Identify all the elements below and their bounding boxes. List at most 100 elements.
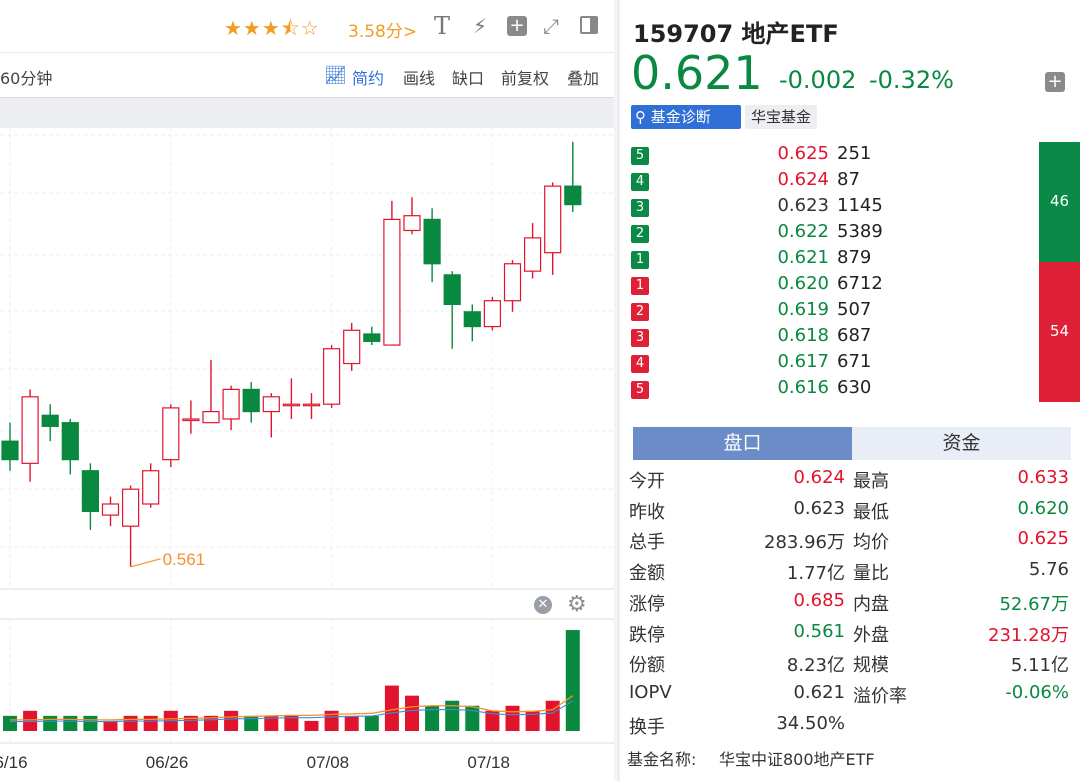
tab-zijin[interactable]: 资金 xyxy=(852,427,1071,460)
settings-gear-icon[interactable]: ⚙ xyxy=(567,592,587,617)
volume-bar xyxy=(23,710,38,731)
level-badge: 5 xyxy=(631,381,649,399)
order-price: 0.621 xyxy=(777,247,829,268)
volume-bar xyxy=(43,715,58,731)
volume-bar xyxy=(545,700,560,731)
level-badge: 1 xyxy=(631,251,649,269)
volume-bar xyxy=(344,715,359,731)
stat-value: 0.685 xyxy=(793,589,845,611)
candlestick-chart[interactable]: 0.561 06/16 06/26 07/08 07/18 xyxy=(0,127,616,781)
volume-ma-line xyxy=(10,695,574,721)
ask-row[interactable]: 4 0.624 87 xyxy=(619,168,1039,194)
chart-sub-toolbar: 60分钟 📈︎ 简约 画线 缺口 前复权 叠加 xyxy=(0,52,616,98)
candle-body xyxy=(302,403,321,407)
tab-pankou[interactable]: 盘口 xyxy=(633,427,852,460)
stat-value: 5.11亿 xyxy=(1010,655,1069,677)
add-watchlist-icon[interactable]: + xyxy=(1045,72,1065,92)
order-volume: 671 xyxy=(837,351,872,372)
fullscreen-icon[interactable]: ⤢ xyxy=(543,14,559,38)
ask-row[interactable]: 2 0.622 5389 xyxy=(619,220,1039,246)
order-volume: 1145 xyxy=(837,195,883,216)
stat-row: 涨停 0.685 内盘 52.67万 xyxy=(619,587,1080,618)
order-price: 0.624 xyxy=(777,169,829,190)
candle-body xyxy=(81,470,100,512)
buy-ratio-value: 54 xyxy=(1049,322,1070,340)
close-indicator-icon[interactable]: ✕ xyxy=(534,596,552,614)
volume-bar xyxy=(384,685,399,731)
draw-line-button[interactable]: 画线 xyxy=(403,69,436,88)
candle-body xyxy=(202,410,220,424)
bid-row[interactable]: 4 0.617 671 xyxy=(619,350,1039,376)
volume-bar xyxy=(123,715,138,731)
bid-row[interactable]: 2 0.619 507 xyxy=(619,298,1039,324)
candle-body xyxy=(162,407,180,461)
stat-label: 溢价率 xyxy=(853,685,907,707)
price-change-pct: -0.32% xyxy=(869,66,954,94)
candle-body xyxy=(503,263,522,302)
rating-score[interactable]: 3.58分> xyxy=(348,22,418,42)
volume-bar xyxy=(525,710,540,731)
bid-row[interactable]: 5 0.616 630 xyxy=(619,376,1039,402)
fund-company-tag[interactable]: 华宝基金 xyxy=(745,105,818,129)
tab-zijin-label: 资金 xyxy=(942,432,981,454)
fund-name-row: 基金名称: 华宝中证800地产ETF xyxy=(619,742,1080,772)
sidebar-toggle-icon[interactable] xyxy=(580,16,598,34)
add-indicator-icon[interactable]: + xyxy=(507,16,527,36)
candle-body xyxy=(564,185,582,206)
volume-bar xyxy=(364,715,379,731)
ask-row[interactable]: 5 0.625 251 xyxy=(619,142,1039,168)
candle-body xyxy=(41,414,59,427)
chart-line-icon[interactable]: 📈︎ xyxy=(324,65,347,86)
fund-diagnosis-tag[interactable]: ⚲ 基金诊断 xyxy=(631,105,741,129)
stat-value: 1.77亿 xyxy=(786,563,845,585)
bid-row[interactable]: 1 0.620 6712 xyxy=(619,272,1039,298)
quote-panel: 159707 地产ETF 0.621 -0.002 -0.32% + ⚲ 基金诊… xyxy=(618,0,1080,781)
interval-selector[interactable]: 60分钟 xyxy=(0,69,53,88)
order-price: 0.616 xyxy=(777,377,829,398)
order-volume: 687 xyxy=(837,325,872,346)
volume-bar xyxy=(83,715,98,731)
stat-label: 金额 xyxy=(629,563,665,585)
stat-value: 8.23亿 xyxy=(786,655,845,677)
level-badge: 1 xyxy=(631,277,649,295)
stat-value: 0.633 xyxy=(1017,467,1069,488)
candle-body xyxy=(101,503,120,516)
low-annotation-line xyxy=(130,558,161,568)
level-badge: 5 xyxy=(631,147,649,165)
x-axis-labels: 06/16 06/26 07/08 07/18 xyxy=(0,753,510,772)
volume-bar xyxy=(3,715,17,731)
stat-row: 总手 283.96万 均价 0.625 xyxy=(619,525,1080,556)
ask-row[interactable]: 1 0.621 879 xyxy=(619,246,1039,272)
diagnosis-icon: ⚲ xyxy=(635,108,646,126)
rating-stars[interactable]: ★★★⯪☆ xyxy=(224,16,320,40)
panel-divider[interactable] xyxy=(614,0,620,781)
volume-bar xyxy=(103,720,118,731)
x-axis-label: 07/08 xyxy=(307,753,350,772)
candle-body xyxy=(182,418,200,422)
diagnosis-label: 基金诊断 xyxy=(650,108,711,126)
volume-bar xyxy=(465,705,480,731)
candle-series xyxy=(1,141,582,567)
candle-body xyxy=(121,488,140,527)
gap-button[interactable]: 缺口 xyxy=(452,69,485,88)
volume-series xyxy=(3,630,580,731)
bid-row[interactable]: 3 0.618 687 xyxy=(619,324,1039,350)
adjust-button[interactable]: 前复权 xyxy=(501,69,550,88)
ask-row[interactable]: 3 0.623 1145 xyxy=(619,194,1039,220)
volume-ma2-line xyxy=(10,700,574,723)
stat-label: 今开 xyxy=(629,471,665,492)
order-price: 0.625 xyxy=(777,143,829,164)
price-change: -0.002 xyxy=(779,66,857,94)
simple-mode-button[interactable]: 简约 xyxy=(352,69,385,88)
stat-row: 换手 34.50% xyxy=(619,710,1080,741)
overlay-button[interactable]: 叠加 xyxy=(567,69,600,88)
stat-value: 283.96万 xyxy=(764,532,845,554)
stat-value: 0.561 xyxy=(793,620,845,642)
stat-label: 规模 xyxy=(853,655,889,677)
candle-body xyxy=(142,470,160,505)
text-tool-icon[interactable]: T xyxy=(434,12,451,40)
stat-label: 内盘 xyxy=(853,593,889,615)
volume-bar xyxy=(565,630,580,731)
order-price: 0.617 xyxy=(777,351,829,372)
lightning-icon[interactable]: ⚡ xyxy=(473,14,488,38)
